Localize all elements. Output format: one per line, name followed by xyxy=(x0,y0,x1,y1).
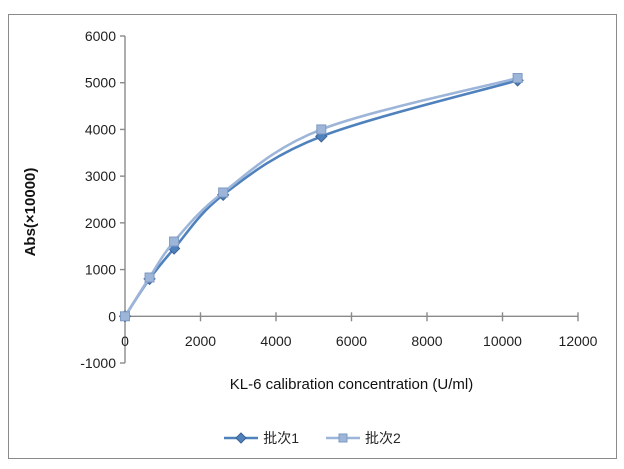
y-tick-label: 4000 xyxy=(85,121,116,137)
x-axis-title: KL-6 calibration concentration (U/ml) xyxy=(229,376,474,393)
square-marker-icon xyxy=(512,73,523,84)
legend-label: 批次2 xyxy=(365,430,401,446)
x-tick-label: 12000 xyxy=(559,333,598,349)
x-tick-label: 0 xyxy=(121,333,129,349)
square-marker-icon xyxy=(120,311,130,322)
y-tick-label: 3000 xyxy=(85,168,116,184)
x-tick-label: 8000 xyxy=(411,333,442,349)
y-tick-label: 0 xyxy=(108,308,116,324)
square-marker-icon xyxy=(218,187,229,198)
square-marker-icon xyxy=(169,236,180,247)
x-tick-label: 4000 xyxy=(260,333,291,349)
y-axis-title: Abs(×10000) xyxy=(22,167,39,257)
square-marker-icon xyxy=(326,433,360,443)
y-tick-label: -1000 xyxy=(80,355,116,371)
y-tick-label: 5000 xyxy=(85,75,116,91)
series-line-批次2 xyxy=(123,76,519,318)
x-tick-label: 10000 xyxy=(483,333,522,349)
legend: 批次1 批次2 xyxy=(0,426,624,450)
legend-item-batch1: 批次1 xyxy=(223,428,299,448)
x-tick-label: 2000 xyxy=(185,333,216,349)
legend-label: 批次1 xyxy=(263,430,299,446)
y-tick-label: 6000 xyxy=(85,28,116,44)
square-marker-icon xyxy=(316,124,327,135)
legend-item-batch2: 批次2 xyxy=(325,428,401,448)
y-tick-label: 1000 xyxy=(85,262,116,278)
square-marker-icon xyxy=(144,272,155,283)
series-line-批次1 xyxy=(123,79,519,318)
x-tick-label: 6000 xyxy=(336,333,367,349)
y-tick-label: 2000 xyxy=(85,215,116,231)
chart-border xyxy=(8,14,617,459)
diamond-marker-icon xyxy=(224,432,259,444)
plot-area: -1000 0 1000 2000 3000 4000 5000 6000 0 2000 4000 6… xyxy=(80,28,597,371)
